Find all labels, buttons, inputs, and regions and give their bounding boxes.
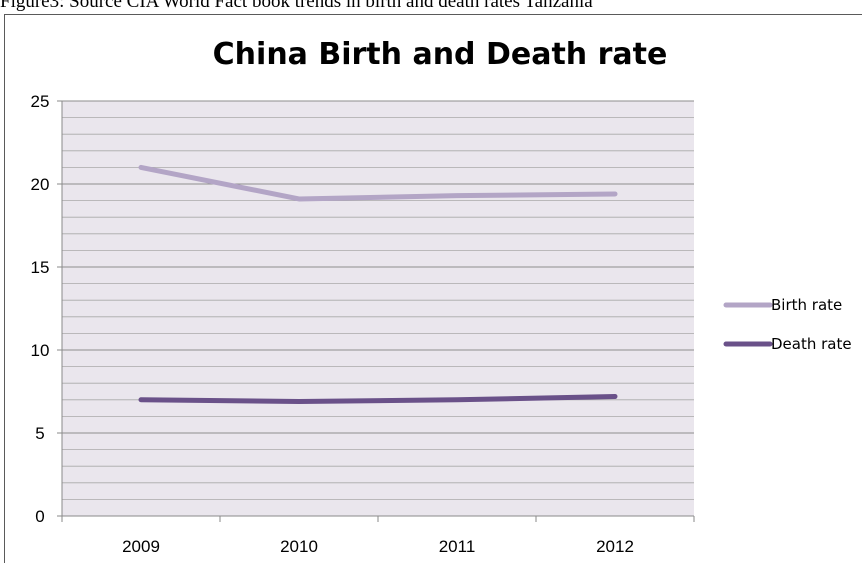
x-tick-label: 2010 bbox=[280, 537, 318, 556]
x-tick-label: 2011 bbox=[439, 537, 476, 556]
y-tick-label: 0 bbox=[35, 507, 44, 526]
legend-label: Birth rate bbox=[771, 296, 842, 314]
y-axis-ticks: 0 5 10 15 20 25 bbox=[31, 92, 62, 526]
y-tick-label: 5 bbox=[35, 424, 44, 443]
series-line-death-rate bbox=[138, 393, 618, 404]
y-tick-label: 25 bbox=[31, 92, 50, 111]
axes bbox=[57, 101, 695, 522]
y-tick-label: 20 bbox=[31, 175, 50, 194]
legend: Birth rate Death rate bbox=[723, 296, 852, 353]
series-lines bbox=[138, 164, 618, 404]
series-line-birth-rate bbox=[138, 164, 618, 202]
y-tick-label: 10 bbox=[31, 341, 50, 360]
figure-caption: Figure3: Source CIA World Fact book tren… bbox=[0, 0, 593, 12]
y-tick-label: 15 bbox=[31, 258, 50, 277]
x-tick-label: 2009 bbox=[122, 537, 160, 556]
x-axis-ticks: 2009 2010 2011 2012 bbox=[122, 537, 634, 556]
gridlines bbox=[62, 100, 694, 517]
frame-left-border bbox=[4, 14, 5, 563]
chart-title: China Birth and Death rate bbox=[213, 37, 668, 72]
x-tick-label: 2012 bbox=[596, 537, 634, 556]
legend-label: Death rate bbox=[771, 335, 852, 353]
plot-area bbox=[62, 101, 694, 516]
frame-top-border bbox=[4, 14, 862, 15]
